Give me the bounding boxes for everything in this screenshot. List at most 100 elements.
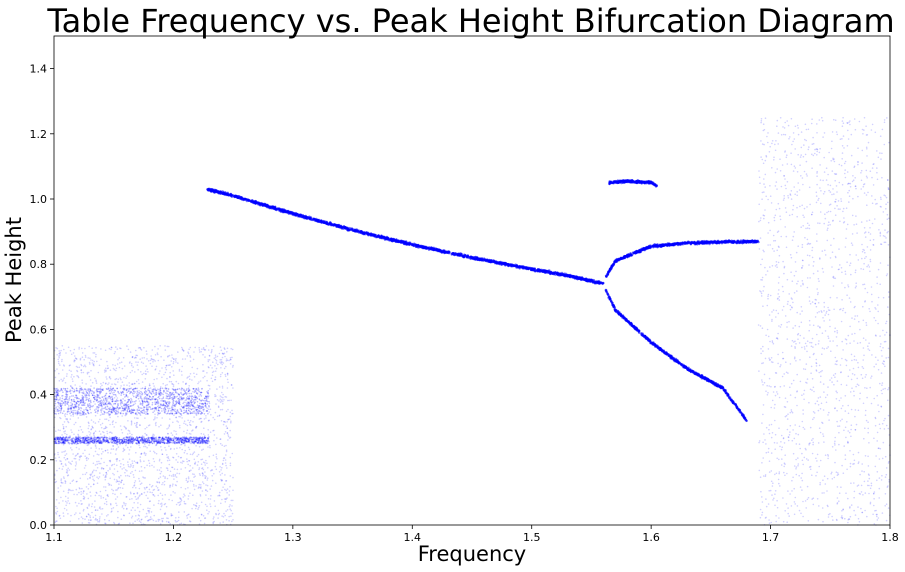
data-point: [181, 462, 183, 464]
data-point: [223, 420, 225, 423]
data-point: [147, 360, 150, 362]
data-point: [131, 433, 133, 436]
data-point: [188, 395, 191, 397]
data-point: [127, 442, 130, 445]
data-point: [172, 408, 174, 411]
data-point: [109, 406, 111, 409]
data-point: [140, 465, 143, 468]
data-point: [103, 413, 105, 415]
data-point: [87, 388, 89, 390]
data-point: [844, 286, 846, 289]
data-point: [823, 348, 826, 350]
data-point: [161, 387, 164, 390]
data-point: [230, 358, 232, 361]
data-point: [232, 412, 234, 415]
data-point: [176, 392, 178, 394]
data-point: [57, 487, 59, 489]
data-point: [62, 500, 64, 502]
data-point: [79, 477, 82, 480]
data-point: [62, 437, 65, 439]
data-point: [179, 498, 182, 500]
data-point: [154, 413, 156, 416]
data-point: [190, 442, 192, 445]
data-point: [113, 352, 116, 355]
data-point: [58, 362, 60, 365]
data-point: [179, 408, 181, 410]
data-point: [116, 406, 118, 408]
data-point: [146, 408, 149, 411]
data-point: [183, 435, 186, 438]
data-point: [172, 437, 175, 440]
data-point: [834, 200, 836, 203]
data-point: [785, 211, 788, 213]
data-point: [849, 391, 852, 393]
data-point: [201, 387, 203, 390]
data-point: [135, 412, 137, 415]
data-point: [103, 410, 105, 413]
data-point: [72, 409, 74, 412]
data-point: [139, 403, 142, 406]
data-point: [796, 311, 798, 314]
data-point: [177, 501, 179, 504]
data-point: [153, 450, 155, 453]
data-point: [75, 480, 78, 483]
data-point: [120, 492, 122, 495]
data-point: [79, 455, 82, 457]
data-point: [819, 381, 822, 383]
data-point: [171, 408, 173, 410]
data-point: [66, 391, 69, 393]
data-point: [209, 503, 211, 505]
data-point: [120, 474, 122, 477]
data-point: [851, 373, 854, 375]
data-point: [769, 195, 772, 197]
data-point: [805, 227, 807, 230]
data-point: [85, 471, 88, 474]
data-point: [95, 346, 97, 349]
data-point: [75, 365, 78, 368]
data-point: [136, 439, 138, 442]
data-point: [125, 393, 127, 396]
data-point: [204, 397, 206, 400]
data-point: [87, 438, 90, 441]
data-point: [161, 453, 164, 456]
data-point: [844, 172, 846, 175]
data-point: [104, 395, 107, 397]
data-point: [114, 493, 116, 496]
data-point: [806, 485, 809, 488]
data-point: [64, 442, 66, 444]
data-point: [184, 358, 187, 360]
data-point: [74, 457, 77, 460]
data-point: [758, 441, 760, 444]
data-point: [128, 382, 130, 384]
data-point: [61, 397, 64, 400]
data-point: [231, 520, 233, 523]
data-point: [111, 510, 113, 512]
data-point: [862, 283, 864, 286]
data-point: [75, 394, 77, 397]
data-point: [95, 517, 97, 520]
data-point: [120, 398, 122, 401]
data-point: [79, 512, 81, 514]
data-point: [97, 437, 99, 439]
data-point: [171, 466, 174, 469]
data-point: [880, 389, 883, 392]
data-point: [72, 406, 75, 409]
data-point: [61, 389, 63, 392]
data-point: [207, 366, 210, 368]
data-point: [150, 408, 152, 410]
data-point: [849, 120, 851, 122]
data-point: [70, 463, 72, 465]
data-point: [160, 424, 162, 427]
data-point: [197, 406, 200, 408]
data-point: [135, 413, 137, 416]
data-point: [177, 402, 180, 405]
data-point: [212, 521, 214, 524]
data-point: [196, 441, 198, 444]
data-point: [117, 415, 119, 418]
data-point: [134, 391, 137, 393]
data-point: [172, 475, 175, 477]
data-point: [73, 359, 76, 362]
data-point: [221, 399, 223, 401]
data-point: [101, 448, 103, 450]
data-point: [768, 519, 770, 521]
